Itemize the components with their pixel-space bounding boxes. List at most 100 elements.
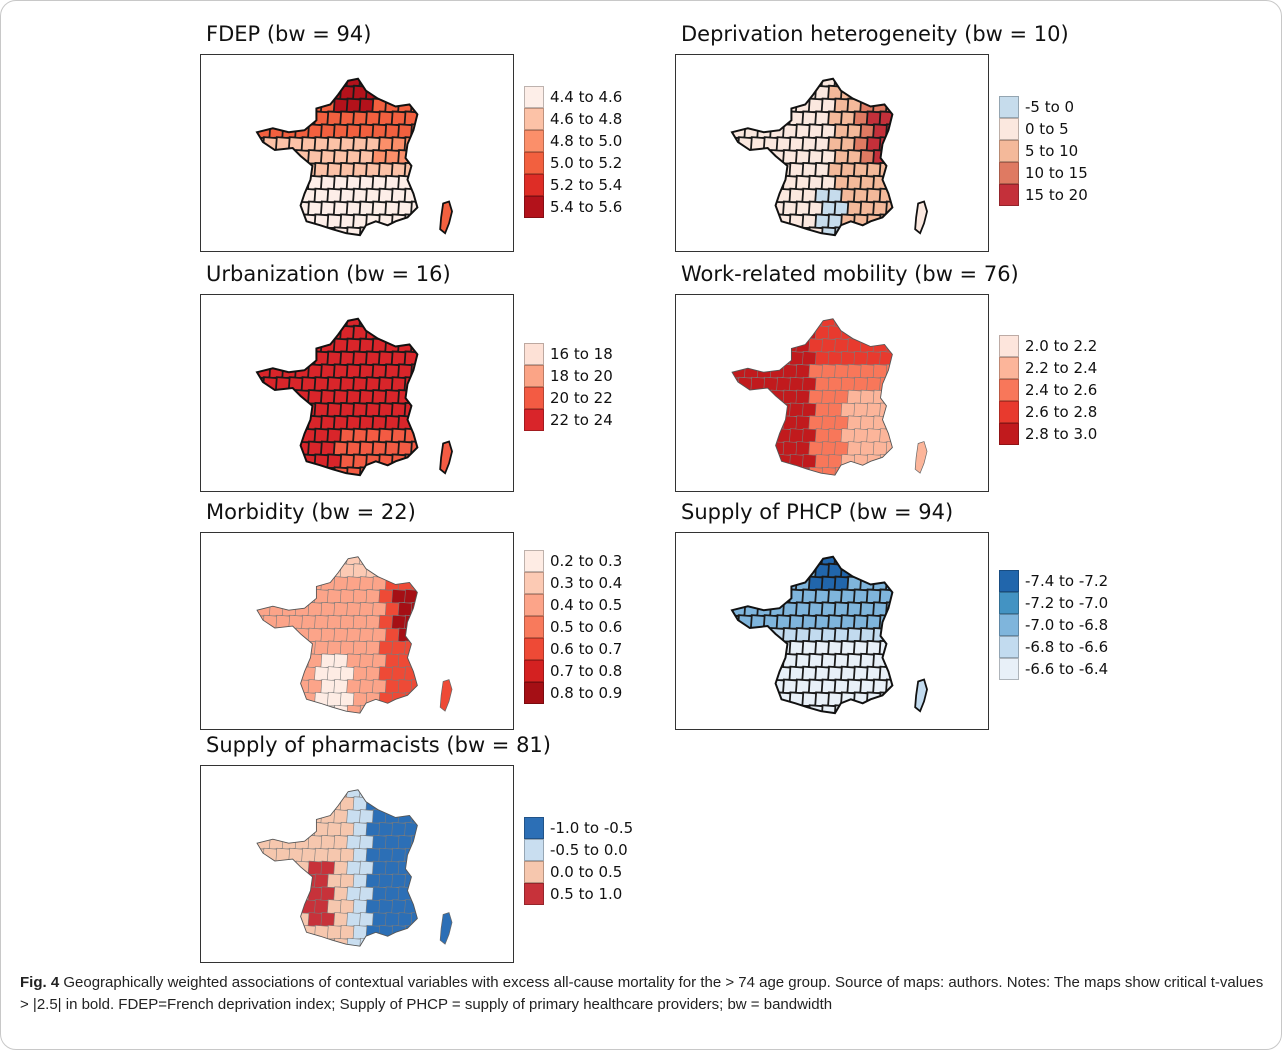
department-region xyxy=(808,415,824,430)
department-region xyxy=(756,149,774,165)
department-region xyxy=(884,678,893,695)
department-region xyxy=(326,614,343,630)
department-region xyxy=(756,556,774,566)
department-region xyxy=(391,692,407,707)
department-region xyxy=(743,678,761,695)
department-region xyxy=(378,822,394,837)
department-region xyxy=(756,78,774,88)
department-region xyxy=(339,822,356,837)
department-region xyxy=(732,588,741,605)
department-region xyxy=(756,678,774,695)
department-region xyxy=(257,161,266,178)
legend-label: 10 to 15 xyxy=(1025,164,1088,182)
department-region xyxy=(320,886,337,901)
department-region xyxy=(891,161,893,178)
department-region xyxy=(821,415,837,430)
department-region xyxy=(269,653,285,668)
department-region xyxy=(763,454,779,469)
legend-swatch xyxy=(524,861,544,883)
legend-item: 0.3 to 0.4 xyxy=(524,572,622,594)
department-region xyxy=(891,136,893,152)
department-region xyxy=(365,640,382,656)
department-region xyxy=(776,376,792,392)
department-regions xyxy=(257,78,418,236)
legend-label: 15 to 20 xyxy=(1025,186,1088,204)
department-region xyxy=(732,691,741,708)
department-region xyxy=(769,415,786,430)
department-region xyxy=(287,324,305,341)
department-region xyxy=(294,337,311,354)
department-region xyxy=(865,562,883,579)
department-region xyxy=(866,376,882,392)
legend-swatch xyxy=(999,614,1019,636)
department-region xyxy=(339,666,356,681)
department-region xyxy=(416,453,418,470)
department-region xyxy=(834,363,850,379)
department-region xyxy=(732,389,747,405)
department-region xyxy=(775,562,793,579)
department-region xyxy=(275,563,291,578)
legend-swatch xyxy=(524,86,544,108)
department-region xyxy=(782,389,799,405)
legend: -1.0 to -0.5 -0.5 to 0.0 0.0 to 0.5 0.5 to … xyxy=(524,817,633,905)
department-region xyxy=(749,639,767,656)
department-region xyxy=(899,176,914,190)
department-region xyxy=(859,704,877,714)
legend-item: -7.4 to -7.2 xyxy=(999,570,1108,592)
department-region xyxy=(257,937,272,947)
legend-swatch xyxy=(524,616,544,638)
department-region xyxy=(384,789,401,798)
department-region xyxy=(885,318,893,327)
department-region xyxy=(847,363,863,379)
legend-label: 5 to 10 xyxy=(1025,142,1079,160)
corsica-region xyxy=(439,912,453,945)
department-region xyxy=(794,556,812,566)
legend-item: 4.8 to 5.0 xyxy=(524,130,622,152)
department-region xyxy=(372,789,388,798)
department-region xyxy=(397,912,414,927)
legend-swatch xyxy=(999,357,1019,379)
department-region xyxy=(417,692,418,707)
legend-label: 5.4 to 5.6 xyxy=(550,198,623,216)
department-region xyxy=(763,376,779,392)
department-region xyxy=(814,428,831,443)
department-region xyxy=(294,653,311,668)
department-region xyxy=(359,937,375,947)
department-region xyxy=(333,576,349,591)
department-region xyxy=(892,325,893,340)
department-region xyxy=(365,589,382,604)
legend-item: 0.7 to 0.8 xyxy=(524,660,622,682)
department-region xyxy=(891,614,893,630)
legend-item: 5.4 to 5.6 xyxy=(524,196,622,218)
department-region xyxy=(782,704,799,714)
department-region xyxy=(261,453,279,470)
department-region xyxy=(384,226,402,236)
legend-swatch xyxy=(524,343,544,365)
legend: 2.0 to 2.2 2.2 to 2.4 2.4 to 2.6 2.6 to 2.8… xyxy=(999,335,1097,445)
department-region xyxy=(866,402,882,418)
department-region xyxy=(794,78,812,88)
department-region xyxy=(762,110,780,127)
department-region xyxy=(257,822,266,837)
department-region xyxy=(424,680,439,694)
department-region xyxy=(307,789,324,798)
legend-swatch xyxy=(524,638,544,660)
department-region xyxy=(326,640,343,656)
france-map xyxy=(200,54,514,252)
department-region xyxy=(359,834,375,850)
department-region xyxy=(821,338,837,353)
department-region xyxy=(859,415,876,430)
department-region xyxy=(744,466,760,476)
department-region xyxy=(732,174,748,191)
department-region xyxy=(333,789,349,798)
department-region xyxy=(769,704,786,714)
department-region xyxy=(257,401,266,418)
department-region xyxy=(424,861,439,875)
department-region xyxy=(416,324,418,341)
department-region xyxy=(424,887,439,901)
department-region xyxy=(275,589,291,604)
department-region xyxy=(749,187,767,204)
department-region xyxy=(879,325,893,340)
department-region xyxy=(333,937,349,947)
department-region xyxy=(288,666,304,681)
